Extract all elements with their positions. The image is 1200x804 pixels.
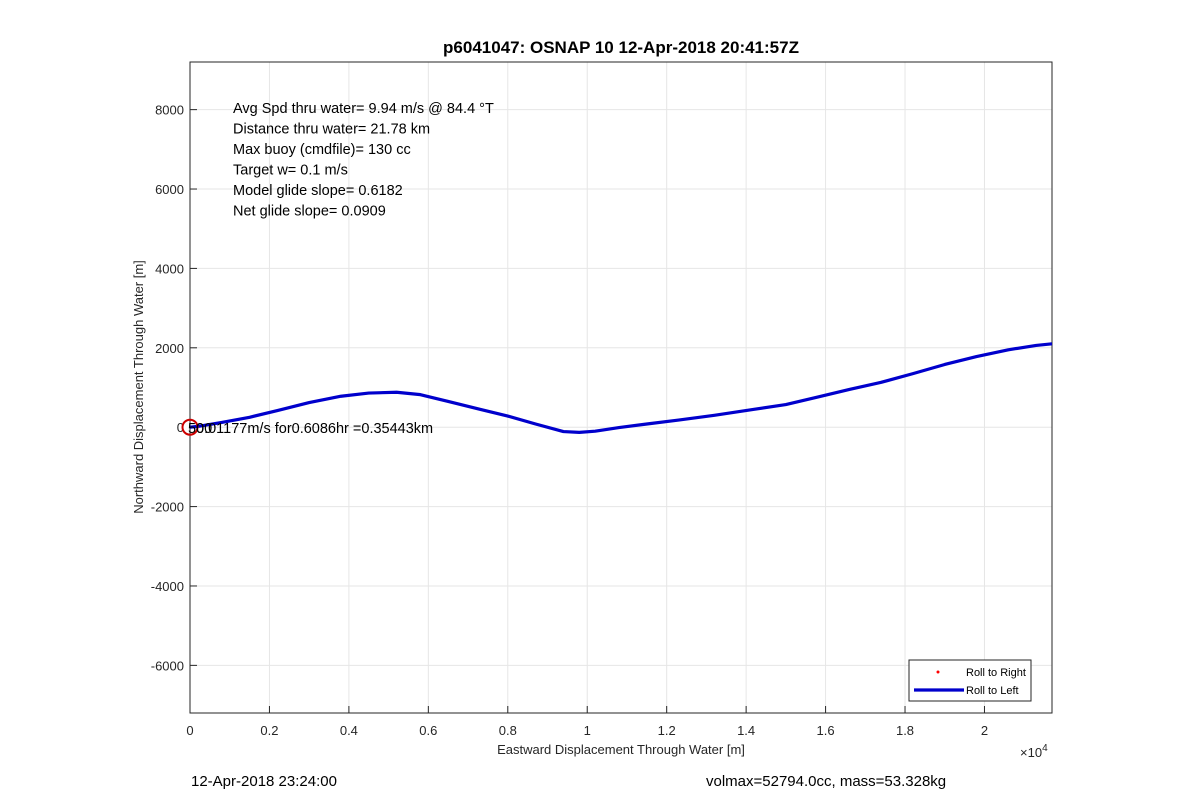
footer-vol-mass: volmax=52794.0cc, mass=53.328kg bbox=[706, 773, 947, 790]
x-tick-label: 1 bbox=[584, 723, 591, 738]
y-tick-label: 0 bbox=[177, 420, 184, 435]
x-tick-label: 0 bbox=[186, 723, 193, 738]
x-axis-multiplier: ×104 bbox=[1020, 743, 1048, 760]
stats-annotation-line: Model glide slope= 0.6182 bbox=[233, 183, 403, 199]
x-tick-label: 1.6 bbox=[817, 723, 835, 738]
x-tick-label: 0.6 bbox=[419, 723, 437, 738]
stats-annotations: Avg Spd thru water= 9.94 m/s @ 84.4 °T Di… bbox=[233, 101, 494, 220]
y-tick-label: 4000 bbox=[155, 261, 184, 276]
y-tick-label: -6000 bbox=[151, 658, 184, 673]
axes-box bbox=[189, 61, 1053, 714]
legend: Roll to Right Roll to Left bbox=[908, 659, 1032, 702]
x-tick-label: 2 bbox=[981, 723, 988, 738]
stats-annotation-line: Target w= 0.1 m/s bbox=[233, 163, 348, 179]
legend-swatch-roll-to-right bbox=[936, 670, 940, 674]
x-axis-label: Eastward Displacement Through Water [m] bbox=[497, 742, 745, 757]
y-axis-label: Northward Displacement Through Water [m] bbox=[131, 260, 146, 514]
x-tick-label: 1.2 bbox=[658, 723, 676, 738]
legend-label: Roll to Left bbox=[966, 685, 1019, 697]
axis-ticks: 0 0.2 0.4 0.6 0.8 1 1.2 1.4 1.6 1.8 2 -6000 -4000 -20… bbox=[151, 103, 988, 738]
stats-annotation-line: Avg Spd thru water= 9.94 m/s @ 84.4 °T bbox=[233, 101, 494, 117]
legend-label: Roll to Right bbox=[966, 667, 1026, 679]
stats-annotation-line: Net glide slope= 0.0909 bbox=[233, 204, 386, 220]
stats-annotation-line: Max buoy (cmdfile)= 130 cc bbox=[233, 142, 411, 158]
start-marker bbox=[181, 418, 199, 436]
footer-timestamp: 12-Apr-2018 23:24:00 bbox=[191, 773, 337, 790]
x-tick-label: 0.8 bbox=[499, 723, 517, 738]
y-tick-label: -2000 bbox=[151, 500, 184, 515]
x-tick-label: 0.4 bbox=[340, 723, 358, 738]
x-tick-label: 0.2 bbox=[260, 723, 278, 738]
start-marker-label: 0.01177m/s for0.6086hr =0.35443km bbox=[196, 421, 433, 437]
legend-box bbox=[908, 659, 1032, 702]
x-axis-multiplier-exponent: 4 bbox=[1042, 743, 1048, 754]
y-tick-label: 6000 bbox=[155, 182, 184, 197]
x-axis-multiplier-base: ×10 bbox=[1020, 745, 1042, 760]
series-line-roll-to-left bbox=[189, 342, 1053, 434]
y-tick-label: -4000 bbox=[151, 579, 184, 594]
series-layer bbox=[189, 342, 1053, 434]
grid bbox=[189, 62, 1052, 713]
y-tick-label: 8000 bbox=[155, 103, 184, 118]
x-tick-label: 1.8 bbox=[896, 723, 914, 738]
chart-title: p6041047: OSNAP 10 12-Apr-2018 20:41:57Z bbox=[443, 38, 799, 57]
x-tick-label: 1.4 bbox=[737, 723, 755, 738]
y-tick-label: 2000 bbox=[155, 341, 184, 356]
stats-annotation-line: Distance thru water= 21.78 km bbox=[233, 122, 430, 138]
start-marker-overlap-label: 500 bbox=[188, 421, 212, 437]
